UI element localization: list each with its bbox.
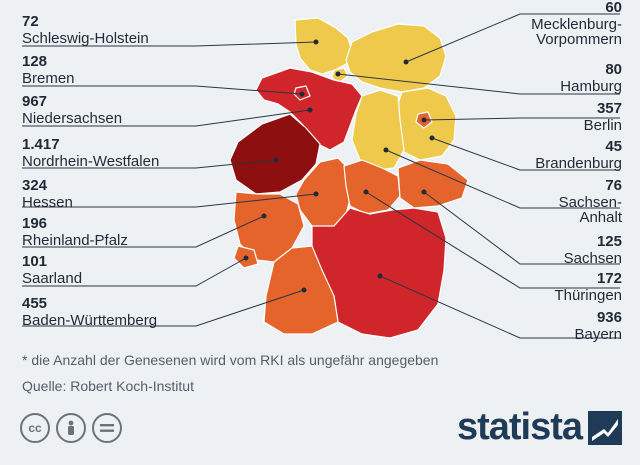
- leader-dot-nw: [273, 157, 279, 163]
- state-thueringen[interactable]: [343, 159, 401, 215]
- value-sachsen-anhalt: 76: [605, 177, 622, 194]
- label-sachsen-anhalt: 76 Sachsen- Anhalt: [559, 178, 622, 225]
- leader-line-bw: [22, 289, 305, 327]
- label-thueringen: 172 Thüringen: [554, 271, 622, 303]
- leader-dot-by: [377, 273, 383, 279]
- name-bremen: Bremen: [22, 70, 75, 87]
- value-mecklenburg-vorpommern: 60: [605, 0, 622, 16]
- value-rheinland-pfalz: 196: [22, 215, 48, 232]
- label-berlin: 357 Berlin: [584, 101, 622, 133]
- label-hamburg: 80 Hamburg: [560, 62, 622, 94]
- cc-icon[interactable]: cc: [20, 413, 50, 443]
- value-berlin: 357: [596, 100, 622, 117]
- value-hessen: 324: [22, 177, 48, 194]
- leader-dot-sh: [313, 39, 319, 45]
- value-saarland: 101: [22, 253, 48, 270]
- leader-line-hb: [22, 85, 303, 95]
- leader-line-sn: [423, 191, 620, 265]
- name-thueringen: Thüringen: [554, 287, 622, 304]
- leader-dot-sn: [421, 189, 427, 195]
- name-bayern: Bayern: [574, 326, 622, 343]
- by-person-icon[interactable]: [56, 413, 86, 443]
- label-brandenburg: 45 Brandenburg: [535, 139, 622, 171]
- name-mecklenburg-vorpommern: Mecklenburg- Vorpommern: [531, 16, 622, 48]
- name-hamburg: Hamburg: [560, 78, 622, 95]
- statista-logo[interactable]: statista: [457, 406, 622, 449]
- leader-line-sh: [22, 41, 317, 47]
- state-baden-wuerttemberg[interactable]: [263, 245, 339, 335]
- leader-dot-sl: [243, 255, 249, 261]
- name-baden-wuerttemberg: Baden-Württemberg: [22, 312, 158, 329]
- leader-dot-rp: [261, 213, 267, 219]
- leader-dot-th: [363, 189, 369, 195]
- value-baden-wuerttemberg: 455: [22, 295, 48, 312]
- leader-line-hh: [337, 73, 620, 95]
- value-brandenburg: 45: [605, 138, 622, 155]
- value-thueringen: 172: [596, 270, 622, 287]
- leader-dot-mv: [403, 59, 409, 65]
- leader-line-th: [365, 191, 620, 289]
- state-sachsen[interactable]: [397, 159, 469, 209]
- state-nordrhein-westfalen[interactable]: [229, 113, 321, 195]
- brand-wordmark: statista: [456, 406, 583, 448]
- license-icons: cc: [20, 413, 122, 443]
- leader-dot-ni: [307, 107, 313, 113]
- statista-mark-icon: [588, 410, 622, 445]
- name-brandenburg: Brandenburg: [535, 155, 622, 172]
- name-nordrhein-westfalen: Nordrhein-Westfalen: [22, 153, 160, 170]
- label-bremen: 128 Bremen: [22, 54, 75, 86]
- source-line: Quelle: Robert Koch-Institut: [22, 378, 194, 394]
- label-mecklenburg-vorpommern: 60 Mecklenburg- Vorpommern: [531, 0, 622, 47]
- leader-line-mv: [405, 13, 620, 63]
- label-schleswig-holstein: 72 Schleswig-Holstein: [22, 14, 149, 46]
- name-saarland: Saarland: [22, 270, 83, 287]
- name-niedersachsen: Niedersachsen: [22, 110, 123, 127]
- label-sachsen: 125 Sachsen: [564, 234, 622, 266]
- label-saarland: 101 Saarland: [22, 254, 82, 286]
- value-niedersachsen: 967: [22, 93, 48, 110]
- leader-line-ni: [22, 109, 311, 127]
- leader-line-st: [385, 149, 620, 209]
- value-bayern: 936: [596, 309, 622, 326]
- value-nordrhein-westfalen: 1.417: [22, 136, 60, 153]
- name-berlin: Berlin: [583, 117, 622, 134]
- leader-line-sl: [22, 257, 247, 287]
- state-schleswig-holstein[interactable]: [294, 17, 353, 75]
- name-sachsen-anhalt: Sachsen- Anhalt: [558, 194, 622, 226]
- value-hamburg: 80: [605, 61, 622, 78]
- leader-dot-hh: [335, 71, 341, 77]
- label-baden-wuerttemberg: 455 Baden-Württemberg: [22, 296, 157, 328]
- leader-dot-st: [383, 147, 389, 153]
- label-bayern: 936 Bayern: [574, 310, 622, 342]
- leader-line-rp: [22, 215, 265, 248]
- leader-dot-be: [421, 117, 427, 123]
- state-sachsen-anhalt[interactable]: [351, 89, 405, 171]
- state-mecklenburg-vorpommern[interactable]: [345, 23, 447, 93]
- name-hessen: Hessen: [22, 194, 73, 211]
- name-rheinland-pfalz: Rheinland-Pfalz: [22, 232, 128, 249]
- value-sachsen: 125: [596, 233, 622, 250]
- name-schleswig-holstein: Schleswig-Holstein: [22, 30, 149, 47]
- leader-dot-bw: [301, 287, 307, 293]
- label-rheinland-pfalz: 196 Rheinland-Pfalz: [22, 216, 128, 248]
- footnote: * die Anzahl der Genesenen wird vom RKI …: [22, 352, 439, 368]
- leader-line-by: [379, 275, 620, 339]
- leader-line-bb: [431, 137, 620, 171]
- value-bremen: 128: [22, 53, 48, 70]
- label-hessen: 324 Hessen: [22, 178, 73, 210]
- leader-dot-hb: [299, 91, 305, 97]
- value-schleswig-holstein: 72: [22, 13, 39, 30]
- label-niedersachsen: 967 Niedersachsen: [22, 94, 122, 126]
- leader-line-nw: [22, 159, 277, 169]
- name-sachsen: Sachsen: [563, 250, 622, 267]
- leader-dot-bb: [429, 135, 435, 141]
- leader-line-he: [22, 193, 317, 208]
- leader-dot-he: [313, 191, 319, 197]
- label-nordrhein-westfalen: 1.417 Nordrhein-Westfalen: [22, 137, 159, 169]
- nd-equals-icon[interactable]: [92, 413, 122, 443]
- leader-line-be: [423, 117, 620, 121]
